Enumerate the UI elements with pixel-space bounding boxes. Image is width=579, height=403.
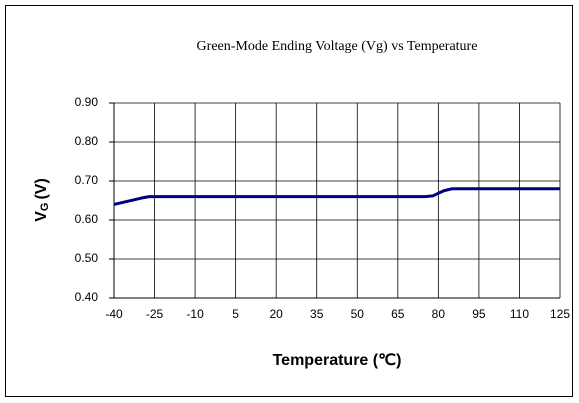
y-tick-label: 0.50 [75, 251, 99, 265]
x-tick-label: 65 [391, 307, 405, 321]
x-axis-label: Temperature (℃) [273, 352, 402, 369]
y-label-main: V [33, 211, 50, 222]
data-line [113, 187, 560, 206]
x-tick-label: 5 [232, 307, 239, 321]
x-tick-label: 125 [550, 307, 570, 321]
y-tick-label: 0.40 [75, 290, 99, 304]
chart-title: Green-Mode Ending Voltage (Vg) vs Temper… [197, 39, 478, 54]
y-tick-label: 0.90 [75, 95, 99, 109]
x-tick-label: 35 [310, 307, 324, 321]
x-tick-label: -25 [146, 307, 164, 321]
x-tick-label: 95 [472, 307, 486, 321]
y-tick-label: 0.60 [75, 212, 99, 226]
x-tick-label: 50 [351, 307, 365, 321]
x-tick-label: -10 [186, 307, 204, 321]
x-tick-label: 80 [432, 307, 446, 321]
y-label-unit: (V) [33, 178, 50, 199]
chart-frame [5, 5, 573, 397]
y-tick-label: 0.70 [75, 173, 99, 187]
x-tick-label: 20 [270, 307, 284, 321]
x-tick-label: 110 [510, 307, 529, 321]
y-label-sub: G [39, 203, 51, 212]
x-tick-label: -40 [105, 307, 123, 321]
y-axis-label: VG (V) [33, 178, 51, 222]
y-tick-label: 0.80 [75, 134, 99, 148]
